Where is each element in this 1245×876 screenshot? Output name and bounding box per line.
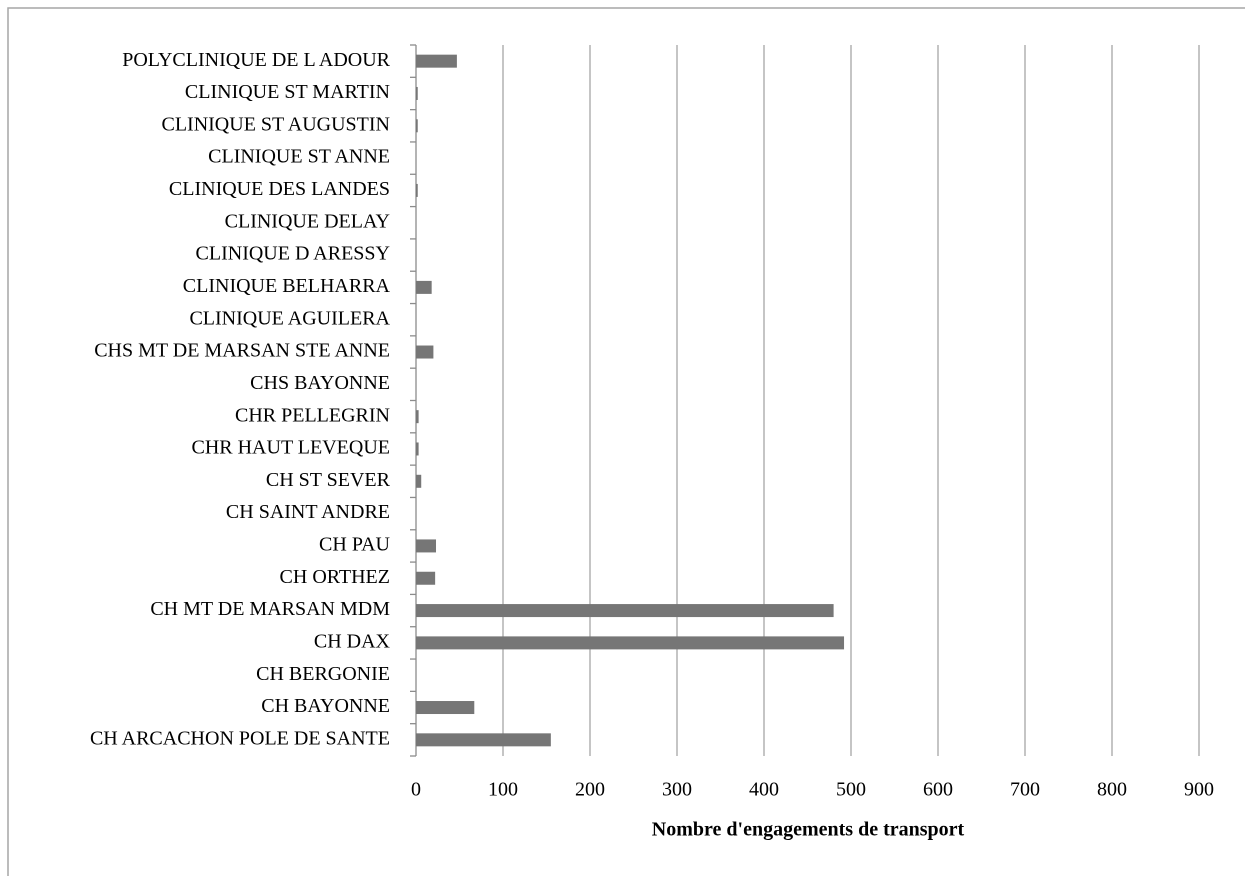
- x-tick-label: 300: [662, 779, 692, 801]
- y-tick-label: CH SAINT ANDRE: [226, 501, 390, 523]
- y-tick-label: CLINIQUE D ARESSY: [196, 243, 390, 265]
- y-tick-label: CH BERGONIE: [256, 663, 390, 685]
- x-tick-label: 200: [575, 779, 605, 801]
- bar: [416, 442, 419, 456]
- y-tick-label: CLINIQUE AGUILERA: [189, 307, 390, 329]
- bar: [416, 86, 418, 100]
- x-tick-label: 0: [411, 779, 421, 801]
- y-tick-label: CLINIQUE ST ANNE: [208, 146, 390, 168]
- y-tick-label: CLINIQUE DELAY: [225, 210, 390, 232]
- y-tick-label: CLINIQUE BELHARRA: [183, 275, 391, 297]
- y-tick-label: CH PAU: [319, 534, 391, 556]
- y-tick-label: CH ORTHEZ: [280, 566, 390, 588]
- bar: [416, 733, 551, 747]
- x-tick-label: 600: [923, 779, 953, 801]
- chart-border: [7, 7, 1245, 876]
- y-tick-label: CH ARCACHON POLE DE SANTE: [90, 727, 390, 749]
- y-tick-label: CHS MT DE MARSAN STE ANNE: [94, 340, 390, 362]
- bar: [416, 54, 457, 68]
- bar: [416, 604, 834, 618]
- y-tick-label: CHS BAYONNE: [250, 372, 390, 394]
- x-tick-label: 800: [1097, 779, 1127, 801]
- bar: [416, 345, 434, 359]
- bar: [416, 539, 437, 553]
- y-tick-label: CH BAYONNE: [261, 695, 390, 717]
- x-axis-title: Nombre d'engagements de transport: [652, 819, 965, 841]
- bar: [416, 119, 418, 133]
- x-tick-label: 100: [488, 779, 518, 801]
- bar: [416, 474, 422, 488]
- y-tick-label: CH DAX: [314, 630, 391, 652]
- y-tick-label: CH MT DE MARSAN MDM: [150, 598, 390, 620]
- bar: [416, 636, 845, 650]
- bar: [416, 183, 418, 197]
- y-tick-label: POLYCLINIQUE DE L ADOUR: [122, 49, 390, 71]
- x-tick-label: 500: [836, 779, 866, 801]
- bar: [416, 571, 436, 585]
- y-tick-label: CHR PELLEGRIN: [235, 404, 390, 426]
- x-tick-label: 900: [1184, 779, 1214, 801]
- y-tick-label: CLINIQUE ST MARTIN: [185, 81, 390, 103]
- bar: [416, 410, 419, 424]
- bar: [416, 280, 432, 294]
- y-tick-label: CHR HAUT LEVEQUE: [191, 437, 390, 459]
- x-tick-label: 400: [749, 779, 779, 801]
- y-tick-label: CH ST SEVER: [266, 469, 391, 491]
- bar: [416, 701, 475, 715]
- y-tick-label: CLINIQUE ST AUGUSTIN: [161, 113, 390, 135]
- x-tick-label: 700: [1010, 779, 1040, 801]
- y-tick-label: CLINIQUE DES LANDES: [169, 178, 390, 200]
